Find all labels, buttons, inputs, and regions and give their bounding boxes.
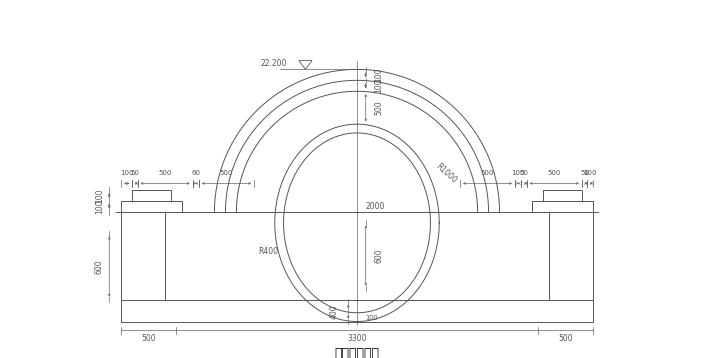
Text: 600: 600 — [374, 248, 383, 263]
Text: 22.200: 22.200 — [261, 59, 287, 68]
Text: 2000: 2000 — [366, 202, 385, 211]
Text: 100: 100 — [374, 68, 383, 82]
Text: 100: 100 — [95, 188, 104, 203]
Text: 100: 100 — [366, 315, 378, 321]
Text: R400: R400 — [258, 247, 278, 256]
Text: 400: 400 — [329, 304, 338, 319]
Text: 500: 500 — [141, 334, 156, 343]
Bar — [121, 300, 593, 321]
Text: 立面造型详图: 立面造型详图 — [334, 347, 380, 358]
Text: 50: 50 — [580, 170, 589, 176]
Text: 3300: 3300 — [347, 334, 367, 343]
Bar — [543, 190, 582, 201]
Text: 100: 100 — [120, 170, 134, 176]
Text: 600: 600 — [95, 260, 104, 274]
Text: 60: 60 — [191, 170, 201, 176]
Text: 100: 100 — [95, 199, 104, 214]
Bar — [549, 212, 593, 300]
Text: 100: 100 — [374, 78, 383, 93]
Bar — [121, 201, 181, 212]
Text: 50: 50 — [131, 170, 139, 176]
Text: 500: 500 — [220, 170, 233, 176]
Text: 500: 500 — [374, 101, 383, 115]
Text: 500: 500 — [548, 170, 561, 176]
Text: 50: 50 — [520, 170, 528, 176]
Text: 500: 500 — [558, 334, 573, 343]
Text: 100: 100 — [511, 170, 525, 176]
Bar — [533, 201, 593, 212]
Text: 500: 500 — [159, 170, 172, 176]
Bar — [132, 190, 171, 201]
Text: R1000: R1000 — [433, 162, 458, 185]
Text: 100: 100 — [583, 170, 597, 176]
Text: 500: 500 — [481, 170, 494, 176]
Bar — [121, 212, 165, 300]
